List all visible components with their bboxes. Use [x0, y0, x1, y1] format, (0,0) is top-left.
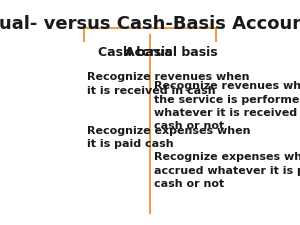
Text: Recognize revenues when
it is received in cash: Recognize revenues when it is received i… [87, 72, 250, 96]
Text: Recognize expenses when
it is paid cash: Recognize expenses when it is paid cash [87, 126, 251, 149]
Text: Accrual basis: Accrual basis [124, 46, 217, 59]
Text: Recognize revenues when
the service is performed
whatever it is received in
cash: Recognize revenues when the service is p… [154, 81, 300, 131]
Text: Recognize expenses when
accrued whatever it is paid
cash or not: Recognize expenses when accrued whatever… [154, 153, 300, 189]
Text: Cash basis: Cash basis [98, 46, 173, 59]
Text: Accrual- versus Cash-Basis Accounting: Accrual- versus Cash-Basis Accounting [0, 15, 300, 33]
